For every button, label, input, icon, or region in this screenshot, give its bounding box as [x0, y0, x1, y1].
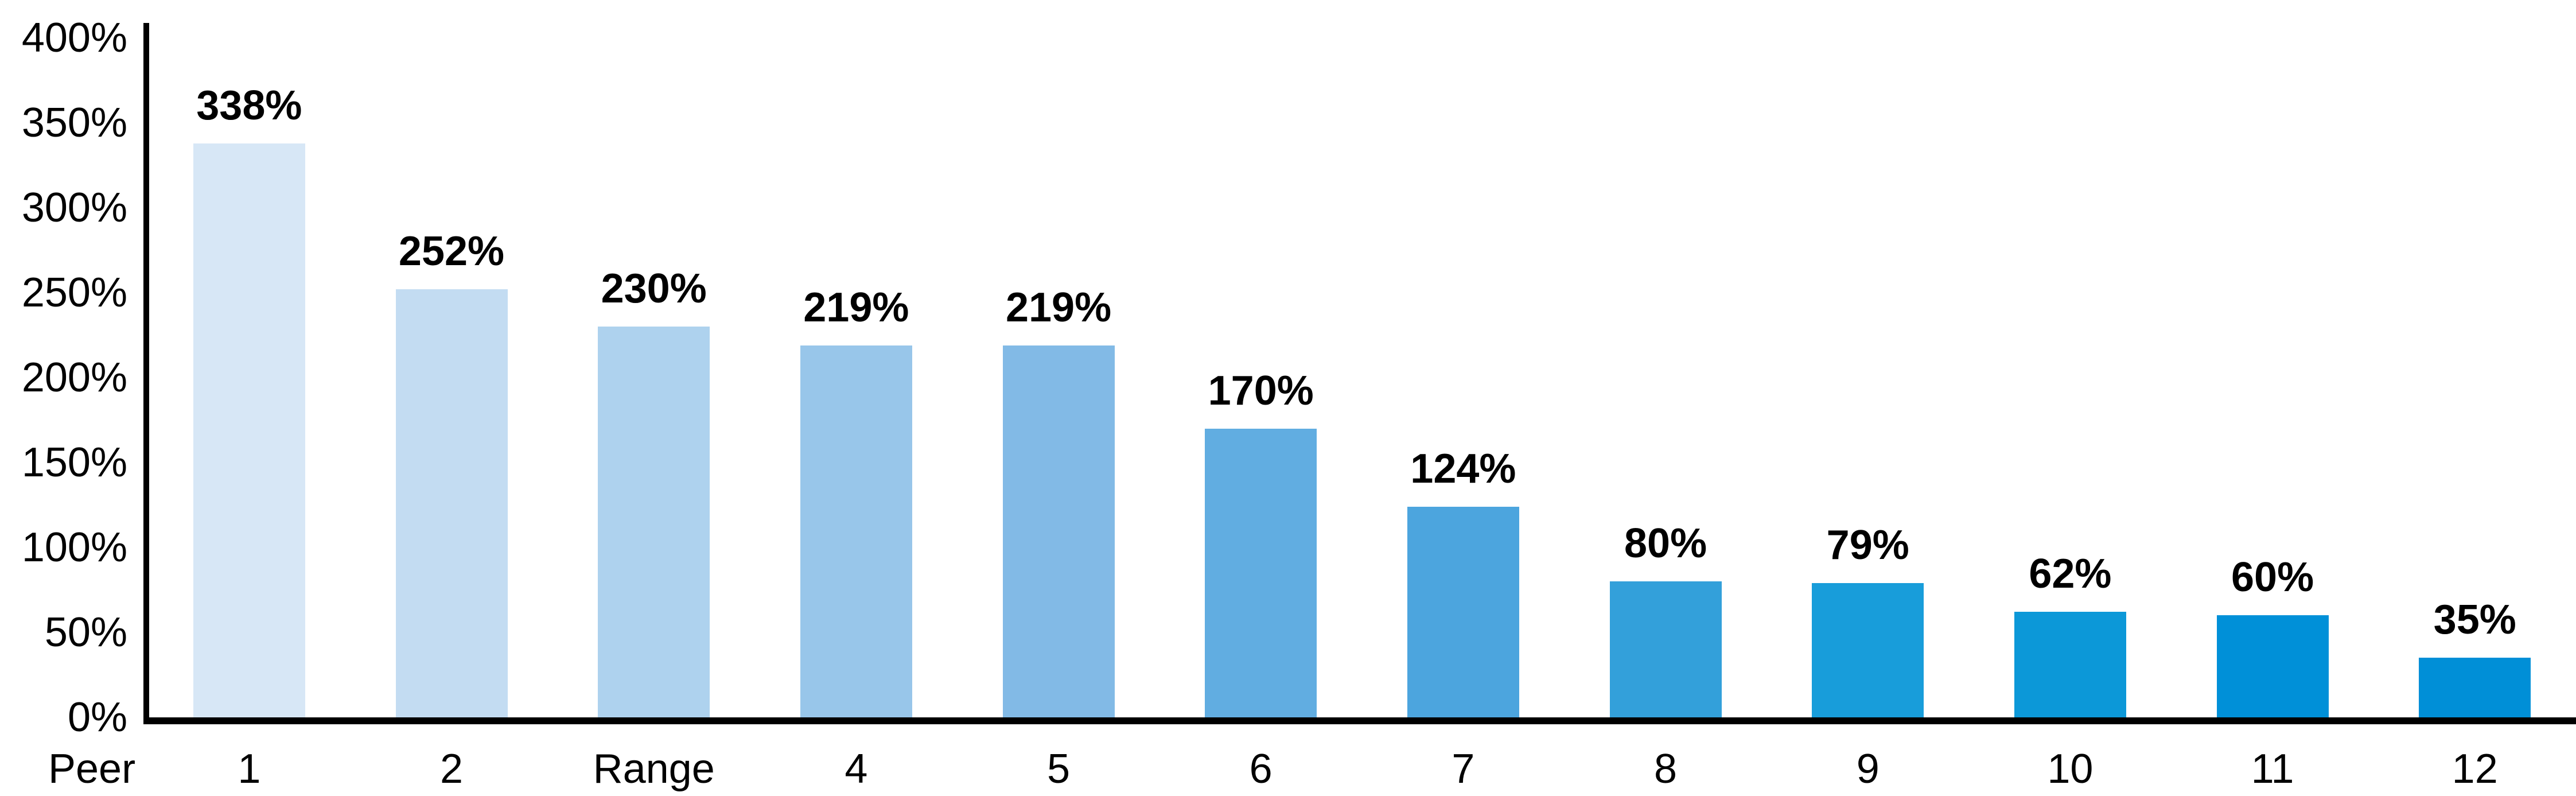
bar-slot: 62%	[1969, 38, 2172, 717]
bar	[193, 143, 305, 717]
bar-value-label: 170%	[1208, 367, 1314, 414]
x-tick-label: 2	[439, 746, 464, 792]
bar-value-label: 219%	[803, 284, 909, 331]
y-tick-label: 350%	[21, 100, 127, 146]
x-tick-label: 6	[1249, 746, 1273, 792]
bar	[598, 327, 710, 717]
x-tick-label: 11	[2251, 746, 2294, 792]
x-tick-label: 8	[1654, 746, 1678, 792]
bar-value-label: 338%	[196, 82, 302, 129]
bar-value-label: 252%	[398, 228, 505, 275]
x-axis-title: Peer	[48, 746, 136, 792]
y-tick-label: 150%	[21, 440, 127, 486]
bar	[395, 289, 508, 717]
y-axis-tick-labels: 400% 350% 300% 250% 200% 150% 100% 50% 0%	[0, 0, 137, 796]
bar-slot: 35%	[2373, 38, 2576, 717]
bar-slot: 79%	[1766, 38, 1969, 717]
bar	[2014, 612, 2126, 717]
x-tick-label: 4	[845, 746, 868, 792]
bar-slot: 230%	[552, 38, 755, 717]
bar-slot: 219%	[958, 38, 1160, 717]
y-tick-label: 300%	[21, 185, 127, 231]
x-tick-label: 5	[1047, 746, 1071, 792]
y-tick-label: 50%	[44, 609, 127, 655]
bar-slot: 252%	[351, 38, 553, 717]
bar	[1609, 581, 1722, 717]
bar-value-label: 79%	[1826, 522, 1909, 569]
y-tick-label: 0%	[67, 694, 127, 740]
x-axis-labels: 1 2 Range 4 5 6 7 8 9 10 11 12	[148, 746, 2576, 792]
y-axis-line	[143, 23, 149, 724]
x-tick-label: 1	[238, 746, 261, 792]
x-tick-label: 10	[2047, 746, 2094, 792]
y-tick-label: 200%	[21, 355, 127, 401]
bar-slot: 338%	[148, 38, 351, 717]
bar-slot: 60%	[2172, 38, 2374, 717]
bar	[1407, 506, 1519, 717]
bar-value-label: 219%	[1005, 284, 1112, 331]
bar	[2216, 615, 2329, 717]
x-axis-line	[143, 717, 2576, 724]
bar-value-label: 80%	[1624, 521, 1707, 567]
bar-slot: 219%	[755, 38, 958, 717]
bar-value-label: 124%	[1410, 445, 1516, 492]
bar-value-label: 60%	[2231, 554, 2314, 601]
y-tick-label: 400%	[21, 15, 127, 61]
bar	[1812, 583, 1924, 717]
x-tick-label: Range	[593, 746, 715, 792]
bar	[2419, 658, 2531, 717]
x-tick-label: 9	[1856, 746, 1880, 792]
bar	[1205, 428, 1317, 717]
x-tick-label: 7	[1452, 746, 1475, 792]
bar-slot: 170%	[1159, 38, 1362, 717]
bar	[1002, 345, 1115, 717]
y-tick-label: 250%	[21, 270, 127, 316]
y-tick-label: 100%	[21, 525, 127, 570]
bar	[800, 345, 912, 717]
bar-slot: 80%	[1565, 38, 1767, 717]
bars-area: 338% 252% 230% 219% 219% 170% 124% 80% 79% 62% 60%…	[148, 38, 2576, 717]
bar-value-label: 35%	[2433, 597, 2516, 643]
bar-value-label: 62%	[2029, 551, 2112, 597]
x-tick-label: 12	[2452, 746, 2498, 792]
bar-value-label: 230%	[601, 266, 707, 312]
bar-slot: 124%	[1362, 38, 1565, 717]
